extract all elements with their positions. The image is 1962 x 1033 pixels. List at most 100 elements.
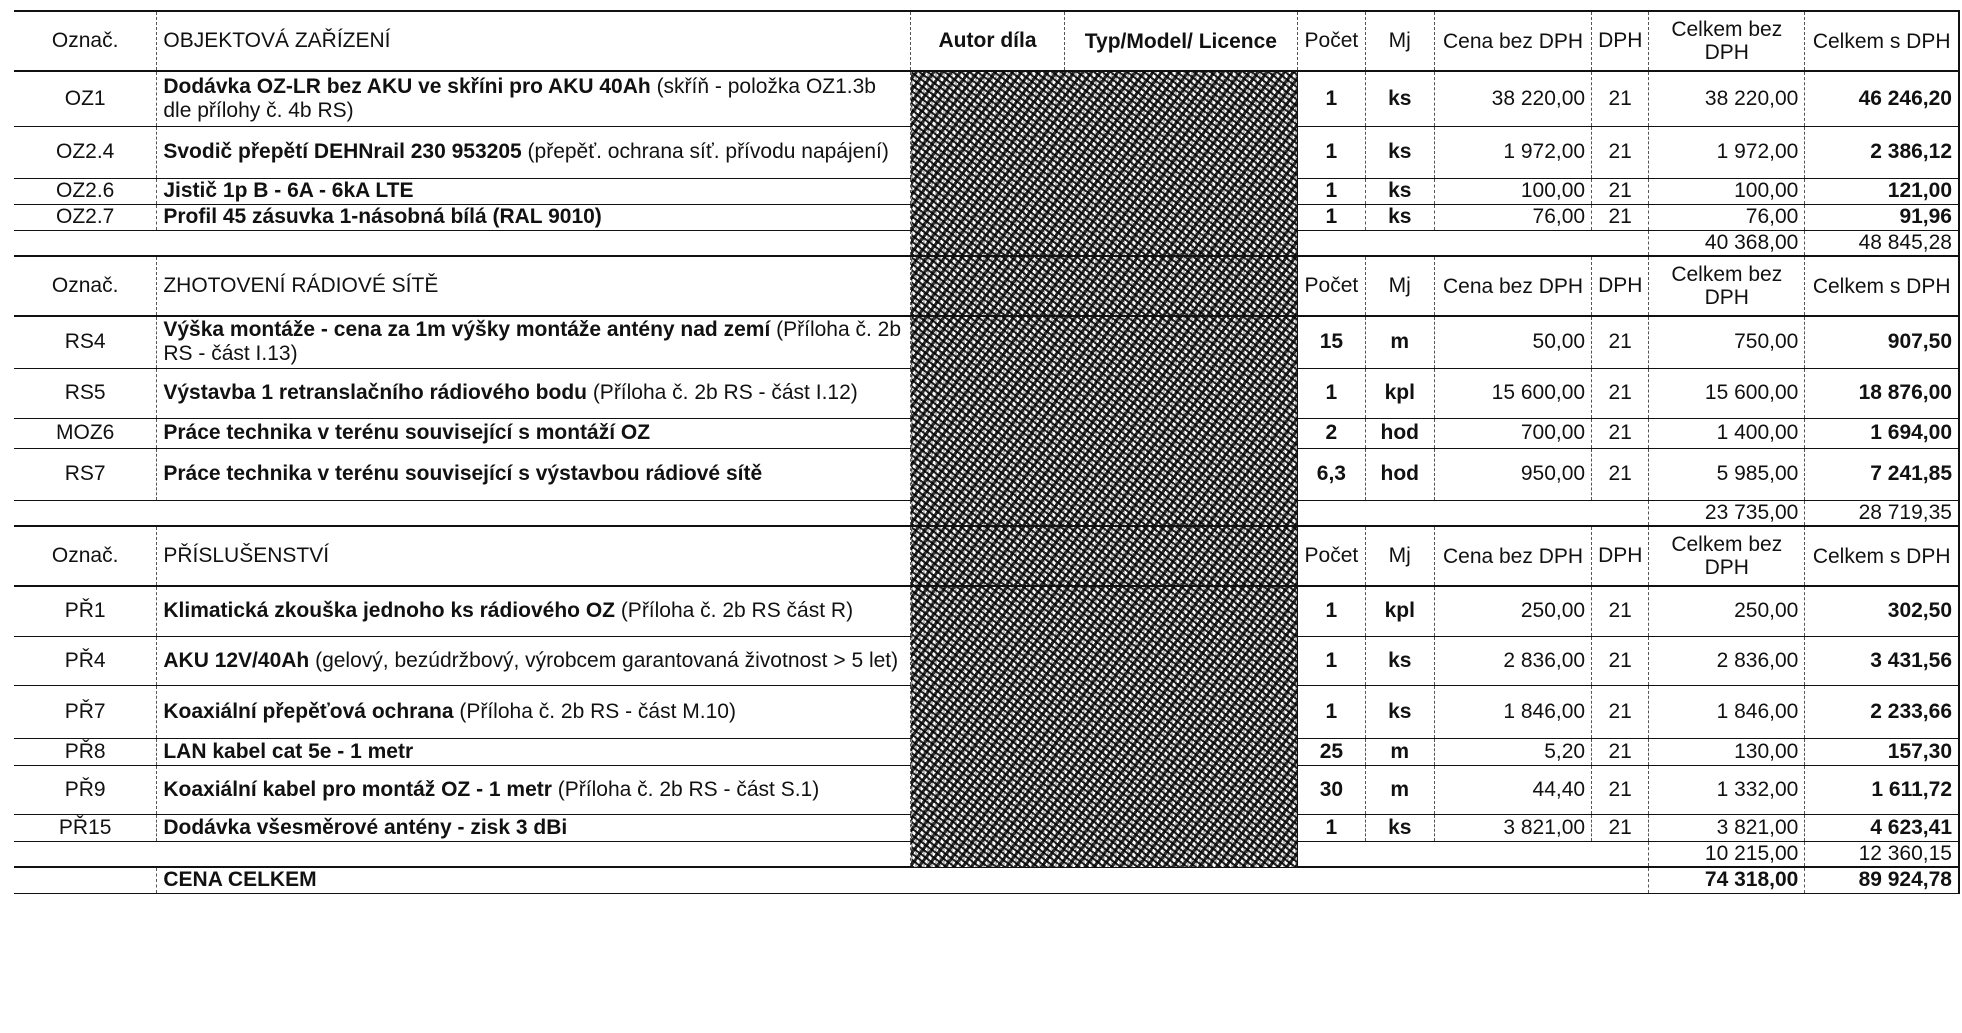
table-row: PŘ1 Klimatická zkouška jednoho ks rádiové… — [14, 586, 1961, 868]
row-unit: ks — [1365, 814, 1435, 842]
table-row: OZ2.7 Profil 45 zásuvka 1-násobná bílá (R… — [14, 204, 1961, 231]
row-total-vat: 302,50 — [1804, 586, 1961, 637]
row-description: Výška montáže - cena za 1m výšky montáže… — [156, 316, 912, 369]
subtotal-total: 40 368,00 — [1648, 230, 1806, 257]
row-description: Práce technika v terénu související s mo… — [156, 418, 912, 449]
subtotal-row: 40 368,00 48 845,28 — [14, 230, 1961, 257]
redacted-area — [910, 525, 1299, 587]
row-price: 38 220,00 — [1434, 71, 1593, 127]
row-code: OZ1 — [14, 71, 158, 127]
row-code: OZ2.4 — [14, 126, 158, 179]
table-row: OZ2.4 Svodič přepětí DEHNrail 230 953205 … — [14, 126, 1961, 179]
row-code: RS5 — [14, 368, 158, 419]
row-total-vat: 2 386,12 — [1804, 126, 1961, 179]
row-item-name: Koaxiální kabel pro montáž OZ - 1 metr — [163, 777, 552, 801]
row-price: 5,20 — [1434, 738, 1593, 766]
header-celkem-s: Celkem s DPH — [1804, 255, 1961, 317]
section-title: ZHOTOVENÍ RÁDIOVÉ SÍTĚ — [156, 255, 912, 317]
table-row: RS4 Výška montáže - cena za 1m výšky mont… — [14, 316, 1961, 527]
row-code: OZ2.6 — [14, 178, 158, 205]
row-total: 100,00 — [1648, 178, 1806, 205]
subtotal-total-vat: 28 719,35 — [1804, 500, 1961, 527]
header-mj: Mj — [1365, 10, 1435, 72]
row-price: 1 972,00 — [1434, 126, 1593, 179]
row-total: 250,00 — [1648, 586, 1806, 637]
row-price: 700,00 — [1434, 418, 1593, 449]
price-table: Označ. OBJEKTOVÁ ZAŘÍZENÍ Autor díla Typ/Mo… — [14, 10, 1961, 894]
row-code: MOZ6 — [14, 418, 158, 449]
row-vat: 21 — [1591, 685, 1650, 739]
row-unit: m — [1365, 738, 1435, 766]
row-unit: kpl — [1365, 586, 1435, 637]
table-row: PŘ7 Koaxiální přepěťová ochrana (Příloha … — [14, 685, 1961, 739]
header-autor: Autor díla — [910, 10, 1065, 72]
row-unit: ks — [1365, 178, 1435, 205]
price-table-grid: Označ. OBJEKTOVÁ ZAŘÍZENÍ Autor díla Typ/Mo… — [14, 10, 1961, 894]
row-unit: m — [1365, 765, 1435, 815]
row-total: 3 821,00 — [1648, 814, 1806, 842]
row-description: Jistič 1p B - 6A - 6kA LTE — [156, 178, 912, 205]
header-oznac: Označ. — [14, 525, 158, 587]
table-row: OZ1 Dodávka OZ-LR bez AKU ve skříni pro A… — [14, 71, 1961, 257]
row-total: 1 972,00 — [1648, 126, 1806, 179]
row-total: 38 220,00 — [1648, 71, 1806, 127]
row-description: Práce technika v terénu související s vý… — [156, 448, 912, 501]
row-total-vat: 121,00 — [1804, 178, 1961, 205]
row-total: 76,00 — [1648, 204, 1806, 231]
row-price: 76,00 — [1434, 204, 1593, 231]
row-total-vat: 2 233,66 — [1804, 685, 1961, 739]
header-celkem-s: Celkem s DPH — [1804, 525, 1961, 587]
row-qty: 1 — [1297, 814, 1366, 842]
header-typ: Typ/Model/ Licence — [1064, 10, 1299, 72]
subtotal-total: 10 215,00 — [1648, 841, 1806, 868]
header-pocet: Počet — [1297, 525, 1366, 587]
row-total-vat: 46 246,20 — [1804, 71, 1961, 127]
table-row: PŘ15 Dodávka všesměrové antény - zisk 3 d… — [14, 814, 1961, 842]
header-celkem-bez: Celkem bez DPH — [1648, 10, 1806, 72]
row-price: 3 821,00 — [1434, 814, 1593, 842]
subtotal-total: 23 735,00 — [1648, 500, 1806, 527]
header-celkem-s: Celkem s DPH — [1804, 10, 1961, 72]
header-mj: Mj — [1365, 255, 1435, 317]
row-total-vat: 907,50 — [1804, 316, 1961, 369]
row-item-note: (skříň - položka OZ1.3b dle přílohy č. 4… — [163, 74, 876, 122]
row-vat: 21 — [1591, 418, 1650, 449]
row-description: Dodávka všesměrové antény - zisk 3 dBi — [156, 814, 912, 842]
row-price: 100,00 — [1434, 178, 1593, 205]
subtotal-row: 10 215,00 12 360,15 — [14, 841, 1961, 868]
row-total: 15 600,00 — [1648, 368, 1806, 419]
row-price: 2 836,00 — [1434, 636, 1593, 686]
row-vat: 21 — [1591, 586, 1650, 637]
row-item-name: Jistič 1p B - 6A - 6kA LTE — [163, 179, 414, 202]
row-qty: 15 — [1297, 316, 1366, 369]
redacted-area — [910, 71, 1299, 257]
row-code: PŘ1 — [14, 586, 158, 637]
row-item-name: Profil 45 zásuvka 1-násobná bílá (RAL 90… — [163, 205, 602, 228]
row-qty: 1 — [1297, 685, 1366, 739]
row-vat: 21 — [1591, 178, 1650, 205]
row-vat: 21 — [1591, 316, 1650, 369]
subtotal-spacer-right — [1297, 841, 1650, 868]
row-qty: 1 — [1297, 178, 1366, 205]
row-price: 950,00 — [1434, 448, 1593, 501]
row-code: PŘ7 — [14, 685, 158, 739]
subtotal-row: 23 735,00 28 719,35 — [14, 500, 1961, 527]
header-dph: DPH — [1591, 10, 1650, 72]
row-vat: 21 — [1591, 448, 1650, 501]
row-total-vat: 157,30 — [1804, 738, 1961, 766]
row-vat: 21 — [1591, 765, 1650, 815]
header-oznac: Označ. — [14, 10, 158, 72]
row-item-name: Dodávka OZ-LR bez AKU ve skříni pro AKU … — [163, 74, 651, 98]
row-total: 5 985,00 — [1648, 448, 1806, 501]
header-pocet: Počet — [1297, 255, 1366, 317]
header-cena: Cena bez DPH — [1434, 255, 1593, 317]
row-qty: 1 — [1297, 204, 1366, 231]
row-item-note: (přepěť. ochrana síť. přívodu napájení) — [521, 140, 889, 163]
row-price: 250,00 — [1434, 586, 1593, 637]
row-qty: 6,3 — [1297, 448, 1366, 501]
redacted-area — [910, 316, 1299, 527]
header-dph: DPH — [1591, 525, 1650, 587]
section-title: OBJEKTOVÁ ZAŘÍZENÍ — [156, 10, 912, 72]
subtotal-spacer-right — [1297, 230, 1650, 257]
row-unit: ks — [1365, 636, 1435, 686]
